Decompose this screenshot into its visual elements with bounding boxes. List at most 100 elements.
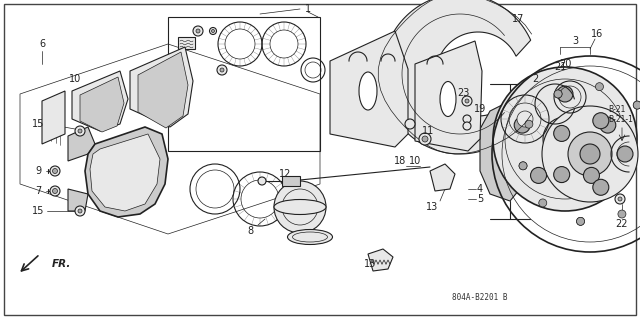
Circle shape bbox=[211, 29, 214, 33]
Text: 21: 21 bbox=[554, 62, 566, 72]
Circle shape bbox=[618, 210, 626, 218]
Text: B-21-1: B-21-1 bbox=[608, 115, 633, 123]
Circle shape bbox=[554, 125, 570, 141]
Text: FR.: FR. bbox=[52, 259, 72, 269]
Polygon shape bbox=[480, 101, 535, 201]
Circle shape bbox=[554, 90, 562, 98]
Polygon shape bbox=[382, 0, 531, 154]
Circle shape bbox=[75, 126, 85, 136]
Circle shape bbox=[577, 217, 584, 225]
Circle shape bbox=[258, 177, 266, 185]
Polygon shape bbox=[368, 249, 393, 271]
Circle shape bbox=[493, 67, 637, 211]
Polygon shape bbox=[138, 52, 188, 128]
Circle shape bbox=[618, 197, 622, 201]
Circle shape bbox=[531, 167, 547, 183]
Circle shape bbox=[78, 209, 82, 213]
Polygon shape bbox=[80, 77, 124, 132]
Polygon shape bbox=[90, 134, 160, 211]
Polygon shape bbox=[68, 189, 88, 211]
Ellipse shape bbox=[359, 72, 377, 110]
Circle shape bbox=[519, 162, 527, 170]
Circle shape bbox=[554, 90, 562, 98]
Circle shape bbox=[220, 68, 224, 72]
Text: 23: 23 bbox=[457, 88, 469, 98]
Ellipse shape bbox=[440, 81, 456, 116]
Text: 6: 6 bbox=[39, 39, 45, 49]
Circle shape bbox=[52, 168, 58, 174]
Text: 17: 17 bbox=[512, 14, 524, 24]
Text: 13: 13 bbox=[426, 202, 438, 212]
Circle shape bbox=[517, 111, 533, 127]
Bar bbox=[282, 176, 300, 186]
Text: 1: 1 bbox=[305, 4, 311, 14]
Circle shape bbox=[463, 122, 471, 130]
Circle shape bbox=[593, 113, 609, 129]
Circle shape bbox=[209, 27, 216, 34]
Text: 12: 12 bbox=[279, 169, 291, 179]
Text: 15: 15 bbox=[32, 119, 44, 129]
Circle shape bbox=[405, 119, 415, 129]
Circle shape bbox=[514, 117, 530, 133]
Circle shape bbox=[539, 199, 547, 207]
Polygon shape bbox=[330, 31, 408, 147]
Circle shape bbox=[584, 167, 600, 183]
Bar bbox=[168, 17, 320, 151]
Text: 2: 2 bbox=[532, 74, 538, 84]
Text: B-21: B-21 bbox=[608, 105, 625, 114]
Circle shape bbox=[419, 133, 431, 145]
Circle shape bbox=[595, 83, 604, 91]
Text: 4: 4 bbox=[477, 184, 483, 194]
Circle shape bbox=[542, 106, 638, 202]
Circle shape bbox=[615, 194, 625, 204]
Circle shape bbox=[75, 206, 85, 216]
Circle shape bbox=[50, 186, 60, 196]
Circle shape bbox=[422, 136, 428, 142]
Text: 22: 22 bbox=[616, 219, 628, 229]
Polygon shape bbox=[430, 164, 455, 191]
Text: 18: 18 bbox=[394, 156, 406, 166]
Text: 10: 10 bbox=[69, 74, 81, 84]
Circle shape bbox=[274, 181, 326, 233]
Circle shape bbox=[617, 146, 633, 162]
Text: 3: 3 bbox=[572, 36, 578, 46]
Circle shape bbox=[633, 101, 640, 109]
Circle shape bbox=[600, 117, 616, 133]
Polygon shape bbox=[72, 71, 128, 131]
Circle shape bbox=[633, 101, 640, 109]
Circle shape bbox=[50, 166, 60, 176]
Text: 8: 8 bbox=[247, 226, 253, 236]
Polygon shape bbox=[85, 127, 168, 217]
Circle shape bbox=[550, 124, 580, 154]
Circle shape bbox=[577, 217, 584, 225]
Polygon shape bbox=[415, 41, 482, 151]
Polygon shape bbox=[42, 91, 65, 144]
Text: 19: 19 bbox=[474, 104, 486, 114]
Circle shape bbox=[580, 144, 600, 164]
Text: 10: 10 bbox=[409, 156, 421, 166]
Text: 13: 13 bbox=[364, 259, 376, 269]
Circle shape bbox=[525, 120, 533, 128]
Ellipse shape bbox=[287, 229, 333, 244]
Text: 7: 7 bbox=[35, 186, 41, 196]
Circle shape bbox=[519, 162, 527, 170]
Circle shape bbox=[543, 117, 587, 161]
Circle shape bbox=[193, 26, 203, 36]
Circle shape bbox=[463, 115, 471, 123]
Circle shape bbox=[568, 132, 612, 176]
Circle shape bbox=[593, 179, 609, 195]
Circle shape bbox=[465, 99, 469, 103]
Text: 11: 11 bbox=[422, 126, 434, 136]
Text: 804A-B2201 B: 804A-B2201 B bbox=[452, 293, 508, 301]
Text: 16: 16 bbox=[591, 29, 603, 39]
Circle shape bbox=[462, 96, 472, 106]
Text: 15: 15 bbox=[32, 206, 44, 216]
Ellipse shape bbox=[274, 199, 326, 214]
Circle shape bbox=[78, 129, 82, 133]
Text: 20: 20 bbox=[559, 59, 571, 69]
Text: 5: 5 bbox=[477, 194, 483, 204]
Text: 9: 9 bbox=[35, 166, 41, 176]
Circle shape bbox=[554, 167, 570, 182]
Circle shape bbox=[557, 86, 573, 102]
Circle shape bbox=[217, 65, 227, 75]
